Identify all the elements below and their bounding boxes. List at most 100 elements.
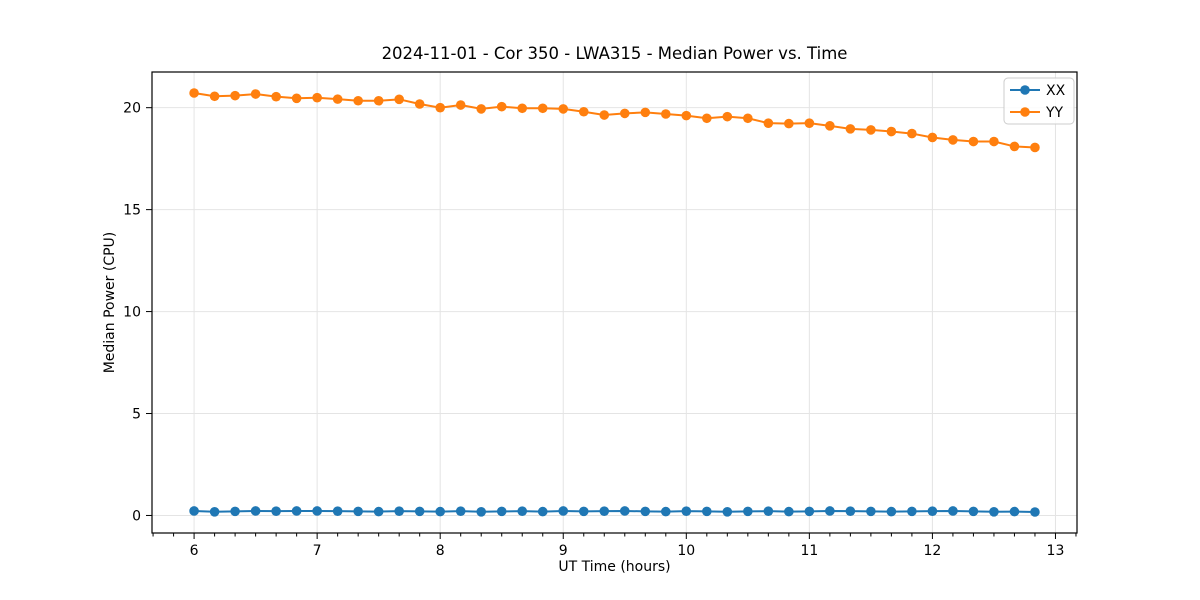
series-xx-marker <box>1009 506 1020 517</box>
series-xx-marker <box>353 506 363 517</box>
y-tick-label: 5 <box>132 407 141 423</box>
series-yy-marker <box>640 107 651 118</box>
series-yy-marker <box>763 118 774 128</box>
series-yy-marker <box>455 100 466 110</box>
series-yy-marker <box>332 94 343 104</box>
chart-title: 2024-11-01 - Cor 350 - LWA315 - Median P… <box>381 44 848 63</box>
legend-label-xx: XX <box>1046 83 1066 99</box>
series-yy-marker <box>825 121 835 131</box>
series-xx-marker <box>414 506 425 517</box>
series-yy <box>189 88 1040 153</box>
series-xx-marker <box>845 506 856 516</box>
x-tick-label: 13 <box>1047 543 1065 559</box>
series-yy-marker <box>230 90 240 101</box>
series-xx-marker <box>763 506 774 516</box>
x-tick-label: 9 <box>559 543 568 559</box>
series-yy-marker <box>927 132 938 143</box>
series-xx-marker <box>496 506 507 517</box>
legend-marker-sample <box>1020 107 1030 117</box>
series-yy-marker <box>578 106 589 117</box>
series-xx-marker <box>291 506 302 516</box>
series-xx-marker <box>989 506 999 517</box>
series-yy-marker <box>1009 141 1020 152</box>
series-yy-marker <box>476 104 487 114</box>
series-yy-marker <box>496 101 507 112</box>
series-xx-marker <box>968 506 979 517</box>
series-xx <box>189 506 1040 517</box>
series-yy-marker <box>189 88 199 98</box>
series-yy-marker <box>722 111 733 122</box>
series-yy-marker <box>271 91 281 102</box>
series-xx-marker <box>558 506 569 516</box>
series-yy-marker <box>804 118 815 128</box>
series-xx-marker <box>681 506 692 516</box>
series-yy-marker <box>619 108 630 119</box>
series-yy-marker <box>373 95 384 106</box>
series-yy-marker <box>353 95 363 106</box>
series-xx-marker <box>230 506 240 517</box>
series-yy-marker <box>414 99 425 109</box>
series-xx-marker <box>271 506 281 516</box>
y-axis-ticks: 0 5 10 15 20 <box>123 101 152 524</box>
series-xx-marker <box>578 506 589 517</box>
y-tick-label: 10 <box>123 305 141 321</box>
series-yy-marker <box>784 118 794 129</box>
series-xx-marker <box>927 506 938 516</box>
y-tick-label: 20 <box>123 101 141 117</box>
series-yy-marker <box>517 103 528 114</box>
series-xx-marker <box>1030 507 1040 517</box>
x-tick-label: 6 <box>190 543 199 559</box>
plot-frame <box>151 71 1078 534</box>
x-tick-label: 12 <box>923 543 941 559</box>
series-xx-marker <box>435 506 445 517</box>
series-yy-marker <box>599 110 610 120</box>
series-xx-marker <box>332 506 343 516</box>
series-xx-marker <box>250 506 261 516</box>
series-xx-marker <box>660 506 671 517</box>
series-xx-marker <box>886 506 897 517</box>
series-yy-marker <box>989 136 999 147</box>
series-xx-marker <box>722 506 733 517</box>
legend-label-yy: YY <box>1045 105 1064 121</box>
series-xx-marker <box>373 506 384 517</box>
series-xx-marker <box>189 506 199 516</box>
y-tick-label: 0 <box>132 508 141 524</box>
series-xx-marker <box>209 506 220 517</box>
legend-marker-sample <box>1020 85 1030 95</box>
series-yy-marker <box>394 94 404 105</box>
series-xx-marker <box>394 506 404 516</box>
x-tick-label: 11 <box>800 543 818 559</box>
x-axis-ticks: 6 7 8 9 10 11 12 13 <box>190 533 1065 559</box>
series-yy-marker <box>845 124 856 134</box>
series-xx-marker <box>825 506 835 516</box>
series-yy-marker <box>681 110 692 121</box>
series-xx-marker <box>907 506 917 517</box>
series-xx-marker <box>599 506 610 516</box>
series-yy-marker <box>291 93 302 104</box>
series-yy-marker <box>558 104 569 114</box>
legend: XX YY <box>1003 77 1075 125</box>
series-yy-marker <box>312 92 322 103</box>
series-yy-marker <box>866 125 876 135</box>
series-yy-marker <box>537 103 548 114</box>
series-xx-marker <box>476 506 487 517</box>
series-xx-marker <box>784 506 794 517</box>
x-tick-label: 7 <box>313 543 322 559</box>
series-xx-marker <box>743 506 753 517</box>
series-xx-marker <box>517 506 528 516</box>
series-xx-marker <box>866 506 876 517</box>
series-yy-marker <box>968 136 979 147</box>
x-axis-label: UT Time (hours) <box>558 559 671 575</box>
series-yy-marker <box>209 91 220 102</box>
grid-lines <box>152 72 1077 533</box>
series-xx-marker <box>537 506 548 517</box>
series-xx-marker <box>312 506 322 516</box>
x-tick-label: 10 <box>677 543 695 559</box>
series-yy-marker <box>1030 142 1040 153</box>
series-yy-marker <box>435 102 445 113</box>
x-tick-label: 8 <box>436 543 445 559</box>
series-xx-marker <box>619 506 630 516</box>
series-yy-marker <box>250 89 261 99</box>
